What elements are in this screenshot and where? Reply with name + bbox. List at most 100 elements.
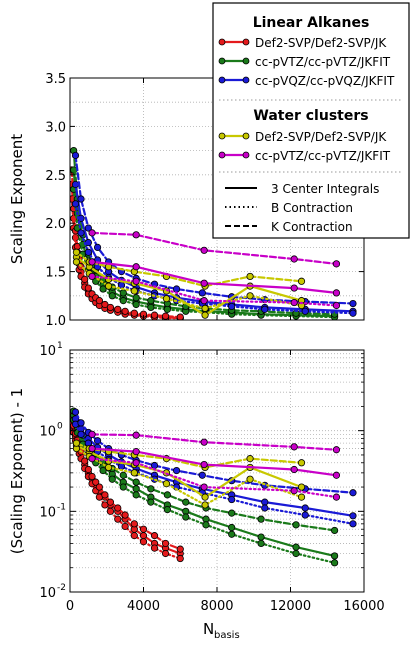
y-tick-label: 3.5 [45, 72, 66, 87]
data-point [301, 307, 309, 315]
data-point [332, 301, 341, 310]
data-point [114, 515, 122, 523]
data-point [261, 504, 269, 512]
data-point [176, 554, 184, 563]
data-point [77, 229, 85, 237]
data-point [119, 483, 127, 491]
data-point [132, 448, 140, 456]
y-tick-label: 3.0 [45, 120, 66, 135]
data-point [147, 303, 155, 312]
data-point [201, 304, 209, 312]
data-point [246, 475, 254, 483]
data-point [330, 559, 339, 567]
data-point [121, 522, 129, 531]
data-point [290, 298, 298, 307]
y-tick-label: 10 [39, 425, 56, 440]
data-point [332, 260, 341, 268]
data-point [95, 483, 104, 491]
data-point [172, 285, 181, 293]
y-axis-label: (Scaling Exponent) - 1 [8, 388, 26, 554]
data-point [261, 305, 269, 313]
y-tick-exponent: -1 [57, 502, 66, 512]
data-point [147, 498, 155, 506]
data-point [332, 471, 341, 479]
data-point [88, 455, 96, 463]
legend-entry-label: cc-pVTZ/cc-pVTZ/JKFIT [255, 149, 391, 163]
data-point [114, 504, 122, 512]
x-axis-label-subscript: basis [214, 630, 240, 641]
data-point [330, 526, 339, 535]
x-axis-label: N [203, 620, 214, 638]
data-point [132, 431, 140, 439]
data-point [182, 513, 190, 521]
data-point [330, 552, 339, 560]
data-point [93, 243, 102, 251]
data-point [71, 151, 80, 160]
data-point [228, 530, 236, 538]
data-point [198, 289, 206, 297]
data-point [161, 549, 170, 558]
x-tick-label: 12000 [270, 599, 311, 614]
series-line-olive-solid [75, 256, 303, 317]
data-point [292, 521, 300, 529]
data-point [147, 297, 155, 305]
legend: Linear Alkanes Def2-SVP/Def2-SVP/JK cc-pVT… [212, 2, 410, 239]
data-point [81, 275, 89, 283]
data-point [257, 533, 265, 541]
data-point [104, 282, 113, 290]
data-point [106, 303, 115, 312]
legend-swatch-marker [242, 38, 250, 46]
data-point [200, 279, 208, 287]
y-tick-label: 2.5 [45, 169, 66, 184]
data-point [332, 493, 341, 501]
data-point [119, 289, 127, 297]
data-point [72, 439, 81, 447]
data-point [99, 466, 107, 475]
legend-entry-label: Def2-SVP/Def2-SVP/JK [255, 36, 387, 50]
data-point [228, 509, 236, 517]
legend-entry-label: cc-pVTZ/cc-pVTZ/JKFIT [255, 55, 391, 69]
data-point [182, 498, 190, 506]
data-point [93, 437, 102, 445]
data-point [99, 285, 107, 293]
legend-swatch-marker [242, 151, 250, 159]
data-point [246, 292, 254, 300]
data-point [150, 544, 159, 552]
data-point [88, 272, 96, 281]
data-point [130, 469, 138, 477]
data-point [84, 284, 92, 292]
data-point [132, 263, 140, 271]
data-point [130, 532, 138, 540]
data-point [150, 532, 159, 540]
data-point [114, 305, 122, 313]
data-point [130, 287, 138, 295]
y-tick-label: 10 [39, 586, 56, 601]
data-point [92, 478, 100, 486]
data-point [201, 311, 209, 319]
data-point [297, 493, 306, 501]
data-point [88, 258, 96, 266]
data-point [77, 430, 85, 438]
plot-area [70, 407, 357, 567]
legend-swatch-marker [218, 38, 226, 46]
data-point [349, 520, 357, 528]
data-point [84, 248, 92, 256]
data-point [228, 523, 236, 532]
data-point [139, 525, 148, 533]
data-point [84, 224, 92, 232]
data-point [290, 284, 298, 292]
x-tick-label: 8000 [200, 599, 233, 614]
data-point [101, 300, 109, 309]
legend-style-label: 3 Center Integrals [271, 182, 379, 196]
data-point [162, 295, 171, 303]
data-point [290, 487, 298, 495]
data-point [198, 471, 206, 479]
data-point [332, 289, 341, 297]
data-point [101, 491, 109, 499]
data-point [139, 532, 148, 540]
data-point [106, 507, 115, 515]
data-point [163, 506, 171, 514]
data-point [119, 471, 127, 479]
data-point [292, 549, 300, 558]
